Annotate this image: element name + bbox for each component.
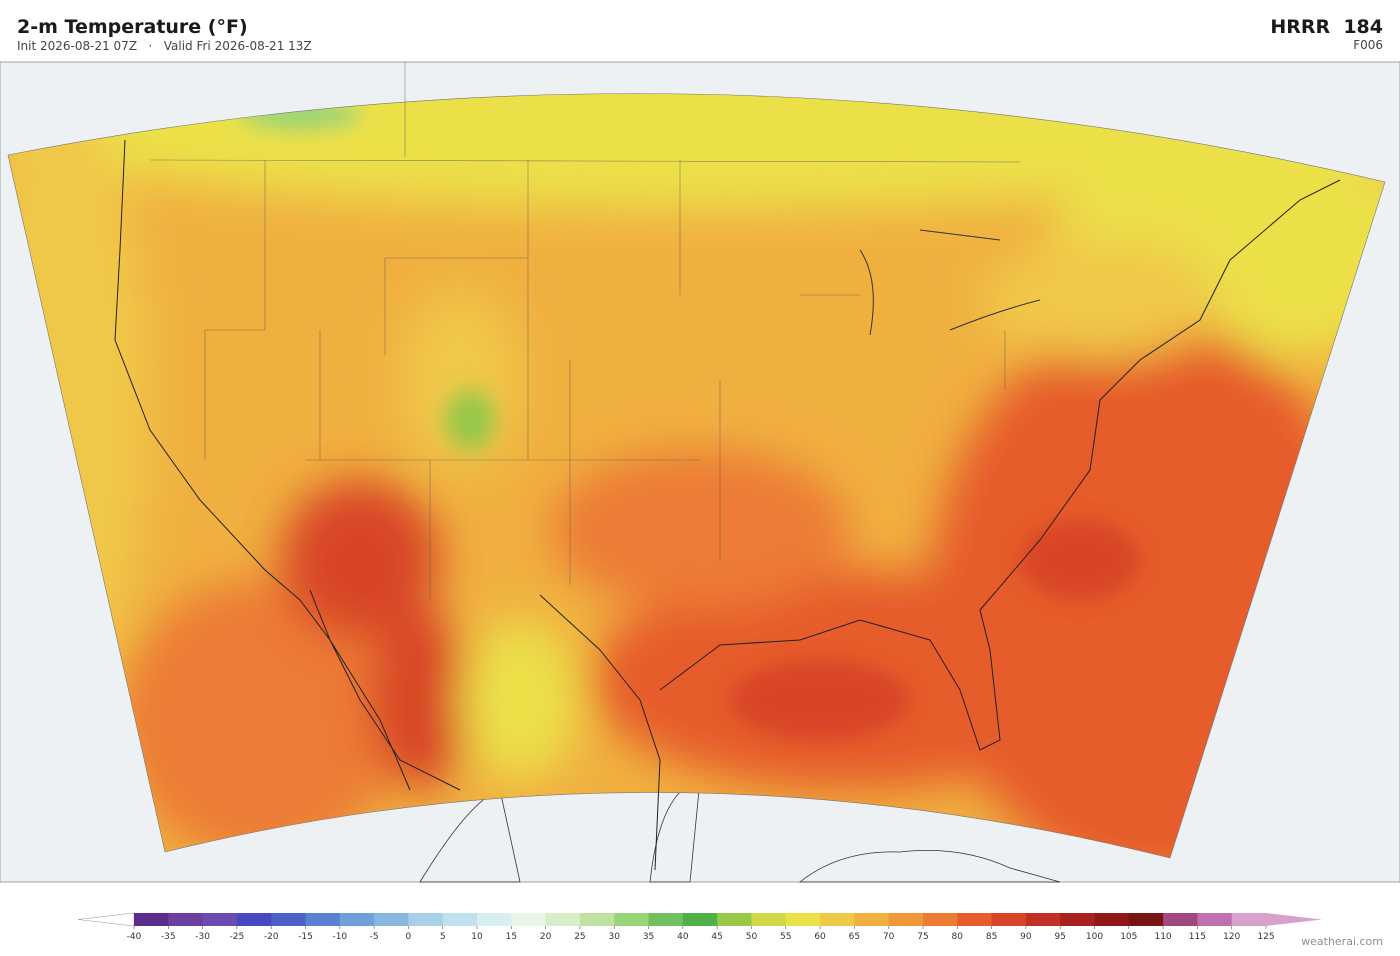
- colorbar-segment: [168, 913, 204, 926]
- state-borders: [149, 62, 1021, 600]
- colorbar-tick-label: 105: [1120, 932, 1137, 942]
- colorbar-tick-label: -10: [332, 932, 347, 942]
- colorbar-segment: [374, 913, 409, 926]
- coastline: [114, 139, 1341, 871]
- colorbar-segment: [991, 913, 1027, 926]
- model-name: HRRR 184: [1270, 16, 1383, 38]
- colorbar-segment: [854, 913, 890, 926]
- forecast-hour: F006: [1353, 38, 1383, 52]
- colorbar-segment: [236, 913, 272, 926]
- colorbar-tick-label: -20: [264, 932, 279, 942]
- colorbar-segment: [820, 913, 855, 926]
- colorbar-tick-label: -40: [127, 932, 142, 942]
- colorbar-segment: [785, 913, 821, 926]
- colorbar-tick-label: 125: [1257, 932, 1274, 942]
- colorbar-segment: [477, 913, 512, 926]
- colorbar-tick-label: 85: [986, 932, 997, 942]
- colorbar-segment: [682, 913, 718, 926]
- colorbar-segment: [1197, 913, 1233, 926]
- credit: weatherai.com: [1301, 935, 1383, 948]
- colorbar-segment: [1231, 913, 1267, 926]
- colorbar-segment: [408, 913, 444, 926]
- colorbar-tick-label: 100: [1086, 932, 1103, 942]
- colorbar-segment: [271, 913, 307, 926]
- colorbar-tick-label: 60: [814, 932, 826, 942]
- colorbar-tick-label: 20: [540, 932, 552, 942]
- colorbar-tick-label: 120: [1223, 932, 1240, 942]
- colorbar-high-extend: [1266, 913, 1322, 926]
- colorbar-segment: [442, 913, 478, 926]
- colorbar-tick-label: 95: [1054, 932, 1065, 942]
- colorbar-tick-label: 55: [780, 932, 791, 942]
- colorbar-tick-label: 90: [1020, 932, 1032, 942]
- colorbar-tick-label: -30: [195, 932, 210, 942]
- colorbar-tick-label: 115: [1189, 932, 1206, 942]
- colorbar-segment: [1128, 913, 1164, 926]
- colorbar-segment: [922, 913, 958, 926]
- colorbar-segment: [305, 913, 341, 926]
- subtitle: Init 2026-08-21 07Z · Valid Fri 2026-08-…: [17, 39, 312, 53]
- colorbar-tick-label: 15: [506, 932, 517, 942]
- colorbar-tick-label: 75: [917, 932, 928, 942]
- colorbar-tick-label: -15: [298, 932, 313, 942]
- colorbar-segment: [1163, 913, 1198, 926]
- colorbar-segment: [957, 913, 993, 926]
- colorbar-tick-label: 35: [643, 932, 654, 942]
- colorbar-segment: [1025, 913, 1061, 926]
- colorbar-tick-label: 65: [849, 932, 860, 942]
- colorbar-tick-label: -5: [370, 932, 379, 942]
- colorbar-tick-label: 5: [440, 932, 446, 942]
- colorbar-segment: [717, 913, 752, 926]
- colorbar-tick-label: 110: [1154, 932, 1171, 942]
- title: 2-m Temperature (°F): [17, 16, 248, 38]
- colorbar-tick-label: 10: [471, 932, 483, 942]
- colorbar-tick-label: 70: [883, 932, 895, 942]
- colorbar-low-extend: [77, 912, 135, 927]
- colorbar-segment: [648, 913, 684, 926]
- colorbar-tick-label: 0: [406, 932, 412, 942]
- colorbar-segment: [888, 913, 924, 926]
- colorbar-segment: [134, 913, 169, 926]
- colorbar-segment: [614, 913, 650, 926]
- colorbar-tick-label: 45: [711, 932, 722, 942]
- great-lakes: [859, 229, 1041, 336]
- colorbar-segment: [579, 913, 615, 926]
- colorbar-tick-label: 80: [952, 932, 964, 942]
- colorbar-tick-label: 50: [746, 932, 758, 942]
- colorbar-segment: [511, 913, 547, 926]
- colorbar-tick-label: 40: [677, 932, 689, 942]
- colorbar-segment: [751, 913, 787, 926]
- domain-outline: [7, 93, 1386, 859]
- colorbar-segment: [339, 913, 375, 926]
- colorbar-segment: [1094, 913, 1130, 926]
- colorbar-tick-label: 30: [609, 932, 621, 942]
- colorbar-segment: [1060, 913, 1095, 926]
- colorbar: -40 -35 -30 -25 -20 -15 -10 -5 0 5 10 15 20 25 30 35 40 4…: [77, 912, 1322, 942]
- colorbar-segment: [545, 913, 581, 926]
- colorbar-tick-label: 25: [574, 932, 585, 942]
- colorbar-segment: [202, 913, 238, 926]
- colorbar-tick-label: -35: [161, 932, 176, 942]
- temperature-field: [8, 93, 1385, 859]
- colorbar-tick-label: -25: [230, 932, 245, 942]
